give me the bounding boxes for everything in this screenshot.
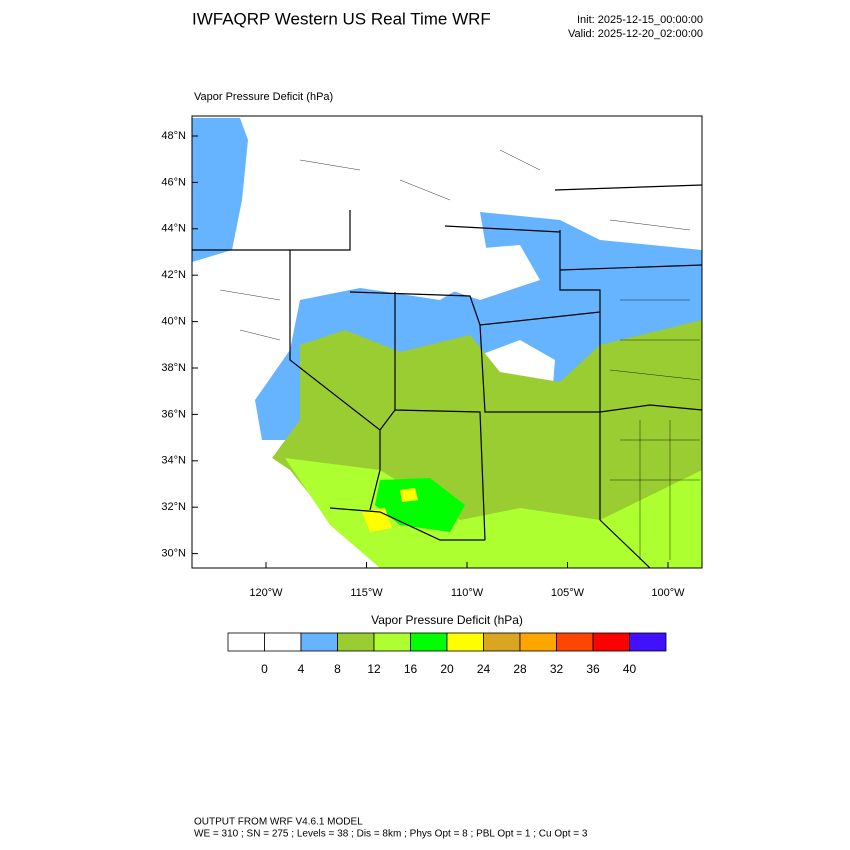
- colorbar-box: [410, 632, 448, 652]
- colorbar-box: [264, 632, 302, 652]
- colorbar-label: 16: [404, 662, 418, 676]
- colorbar-label: 8: [334, 662, 341, 676]
- lat-label: 34°N: [161, 455, 186, 467]
- footer-line: WE = 310 ; SN = 275 ; Levels = 38 ; Dis …: [194, 829, 588, 840]
- lon-label: 110°W: [451, 587, 484, 599]
- valid-time: Valid: 2025-12-20_02:00:00: [568, 28, 703, 40]
- lat-label: 36°N: [161, 408, 186, 420]
- colorbar-box: [300, 632, 338, 652]
- lat-label: 40°N: [161, 316, 186, 328]
- colorbar-box: [556, 632, 594, 652]
- colorbar-box: [337, 632, 375, 652]
- colorbar-label: 24: [477, 662, 491, 676]
- title: IWFAQRP Western US Real Time WRF: [192, 9, 491, 28]
- colorbar-title: Vapor Pressure Deficit (hPa): [371, 613, 523, 627]
- footer-line: OUTPUT FROM WRF V4.6.1 MODEL: [194, 817, 363, 828]
- lat-label: 48°N: [161, 130, 186, 142]
- init-time: Init: 2025-12-15_00:00:00: [577, 14, 703, 26]
- lat-label: 30°N: [161, 548, 186, 560]
- colorbar-label: 32: [550, 662, 564, 676]
- lat-label: 46°N: [161, 176, 186, 188]
- colorbar-label: 36: [586, 662, 600, 676]
- colorbar-box: [519, 632, 557, 652]
- map-frame: [191, 115, 703, 569]
- colorbar-label: 40: [623, 662, 637, 676]
- map-field: [192, 116, 702, 568]
- colorbar-box: [227, 632, 265, 652]
- lon-label: 115°W: [350, 587, 383, 599]
- lat-label: 42°N: [161, 269, 186, 281]
- colorbar-box: [592, 632, 630, 652]
- lon-label: 105°W: [551, 587, 585, 599]
- map-label: Vapor Pressure Deficit (hPa): [194, 91, 333, 103]
- colorbar-label: 28: [513, 662, 527, 676]
- lat-label: 44°N: [161, 223, 186, 235]
- colorbar-label: 12: [367, 662, 381, 676]
- lat-label: 38°N: [161, 362, 186, 374]
- lon-label: 120°W: [249, 587, 283, 599]
- colorbar-label: 0: [261, 662, 268, 676]
- colorbar-box: [373, 632, 411, 652]
- colorbar-label: 20: [440, 662, 454, 676]
- lon-label: 100°W: [651, 587, 685, 599]
- lat-label: 32°N: [161, 501, 186, 513]
- colorbar-label: 4: [298, 662, 305, 676]
- colorbar-box: [446, 632, 484, 652]
- colorbar-box: [629, 632, 667, 652]
- colorbar-box: [483, 632, 521, 652]
